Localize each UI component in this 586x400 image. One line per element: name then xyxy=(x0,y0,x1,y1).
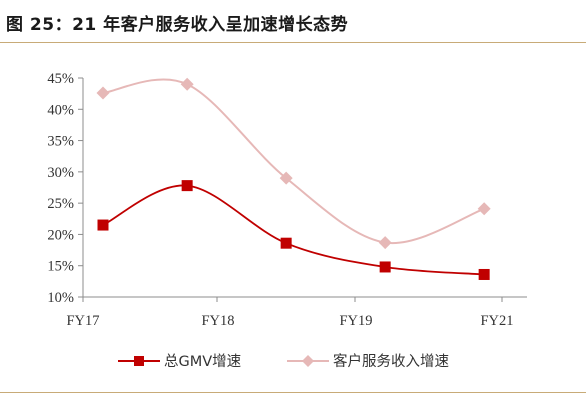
chart-axes: 10% 15% 20% 25% 30% 35% 40% 45% FY17 FY18 FY19 FY21 xyxy=(47,71,527,329)
data-point-diamond xyxy=(180,77,194,91)
legend-marker-square xyxy=(134,356,144,366)
data-point-square xyxy=(379,261,391,273)
series-line xyxy=(102,184,485,276)
y-tick-label: 20% xyxy=(47,227,74,243)
legend-marker-diamond xyxy=(302,355,314,367)
y-tick-label: 15% xyxy=(47,259,74,275)
data-point-diamond xyxy=(477,202,491,216)
figure-title: 图 25：21 年客户服务收入呈加速增长态势 xyxy=(6,15,349,35)
y-tick-label: 10% xyxy=(47,290,74,306)
y-tick-label: 35% xyxy=(47,134,74,150)
y-tick-label: 45% xyxy=(47,71,74,87)
x-tick-label: FY19 xyxy=(339,313,372,329)
data-point-square xyxy=(181,180,193,192)
data-point-square xyxy=(280,237,292,249)
legend-label: 总GMV增速 xyxy=(164,353,241,370)
data-point-diamond xyxy=(378,236,392,250)
data-point-square xyxy=(97,219,109,231)
data-point-diamond xyxy=(279,171,293,185)
y-tick-label: 40% xyxy=(47,102,74,118)
x-tick-label: FY18 xyxy=(201,313,234,329)
x-tick-label: FY17 xyxy=(66,313,99,329)
legend-label: 客户服务收入增速 xyxy=(333,353,449,370)
data-point-diamond xyxy=(96,86,110,100)
series-line xyxy=(102,78,485,245)
y-tick-label: 25% xyxy=(47,196,74,212)
chart-legend: 总GMV增速 客户服务收入增速 xyxy=(118,353,449,370)
chart-series xyxy=(96,77,491,280)
data-point-square xyxy=(478,268,490,280)
x-tick-label: FY21 xyxy=(480,313,513,329)
y-tick-label: 30% xyxy=(47,165,74,181)
title-rule xyxy=(0,42,586,43)
bottom-rule xyxy=(0,392,586,393)
